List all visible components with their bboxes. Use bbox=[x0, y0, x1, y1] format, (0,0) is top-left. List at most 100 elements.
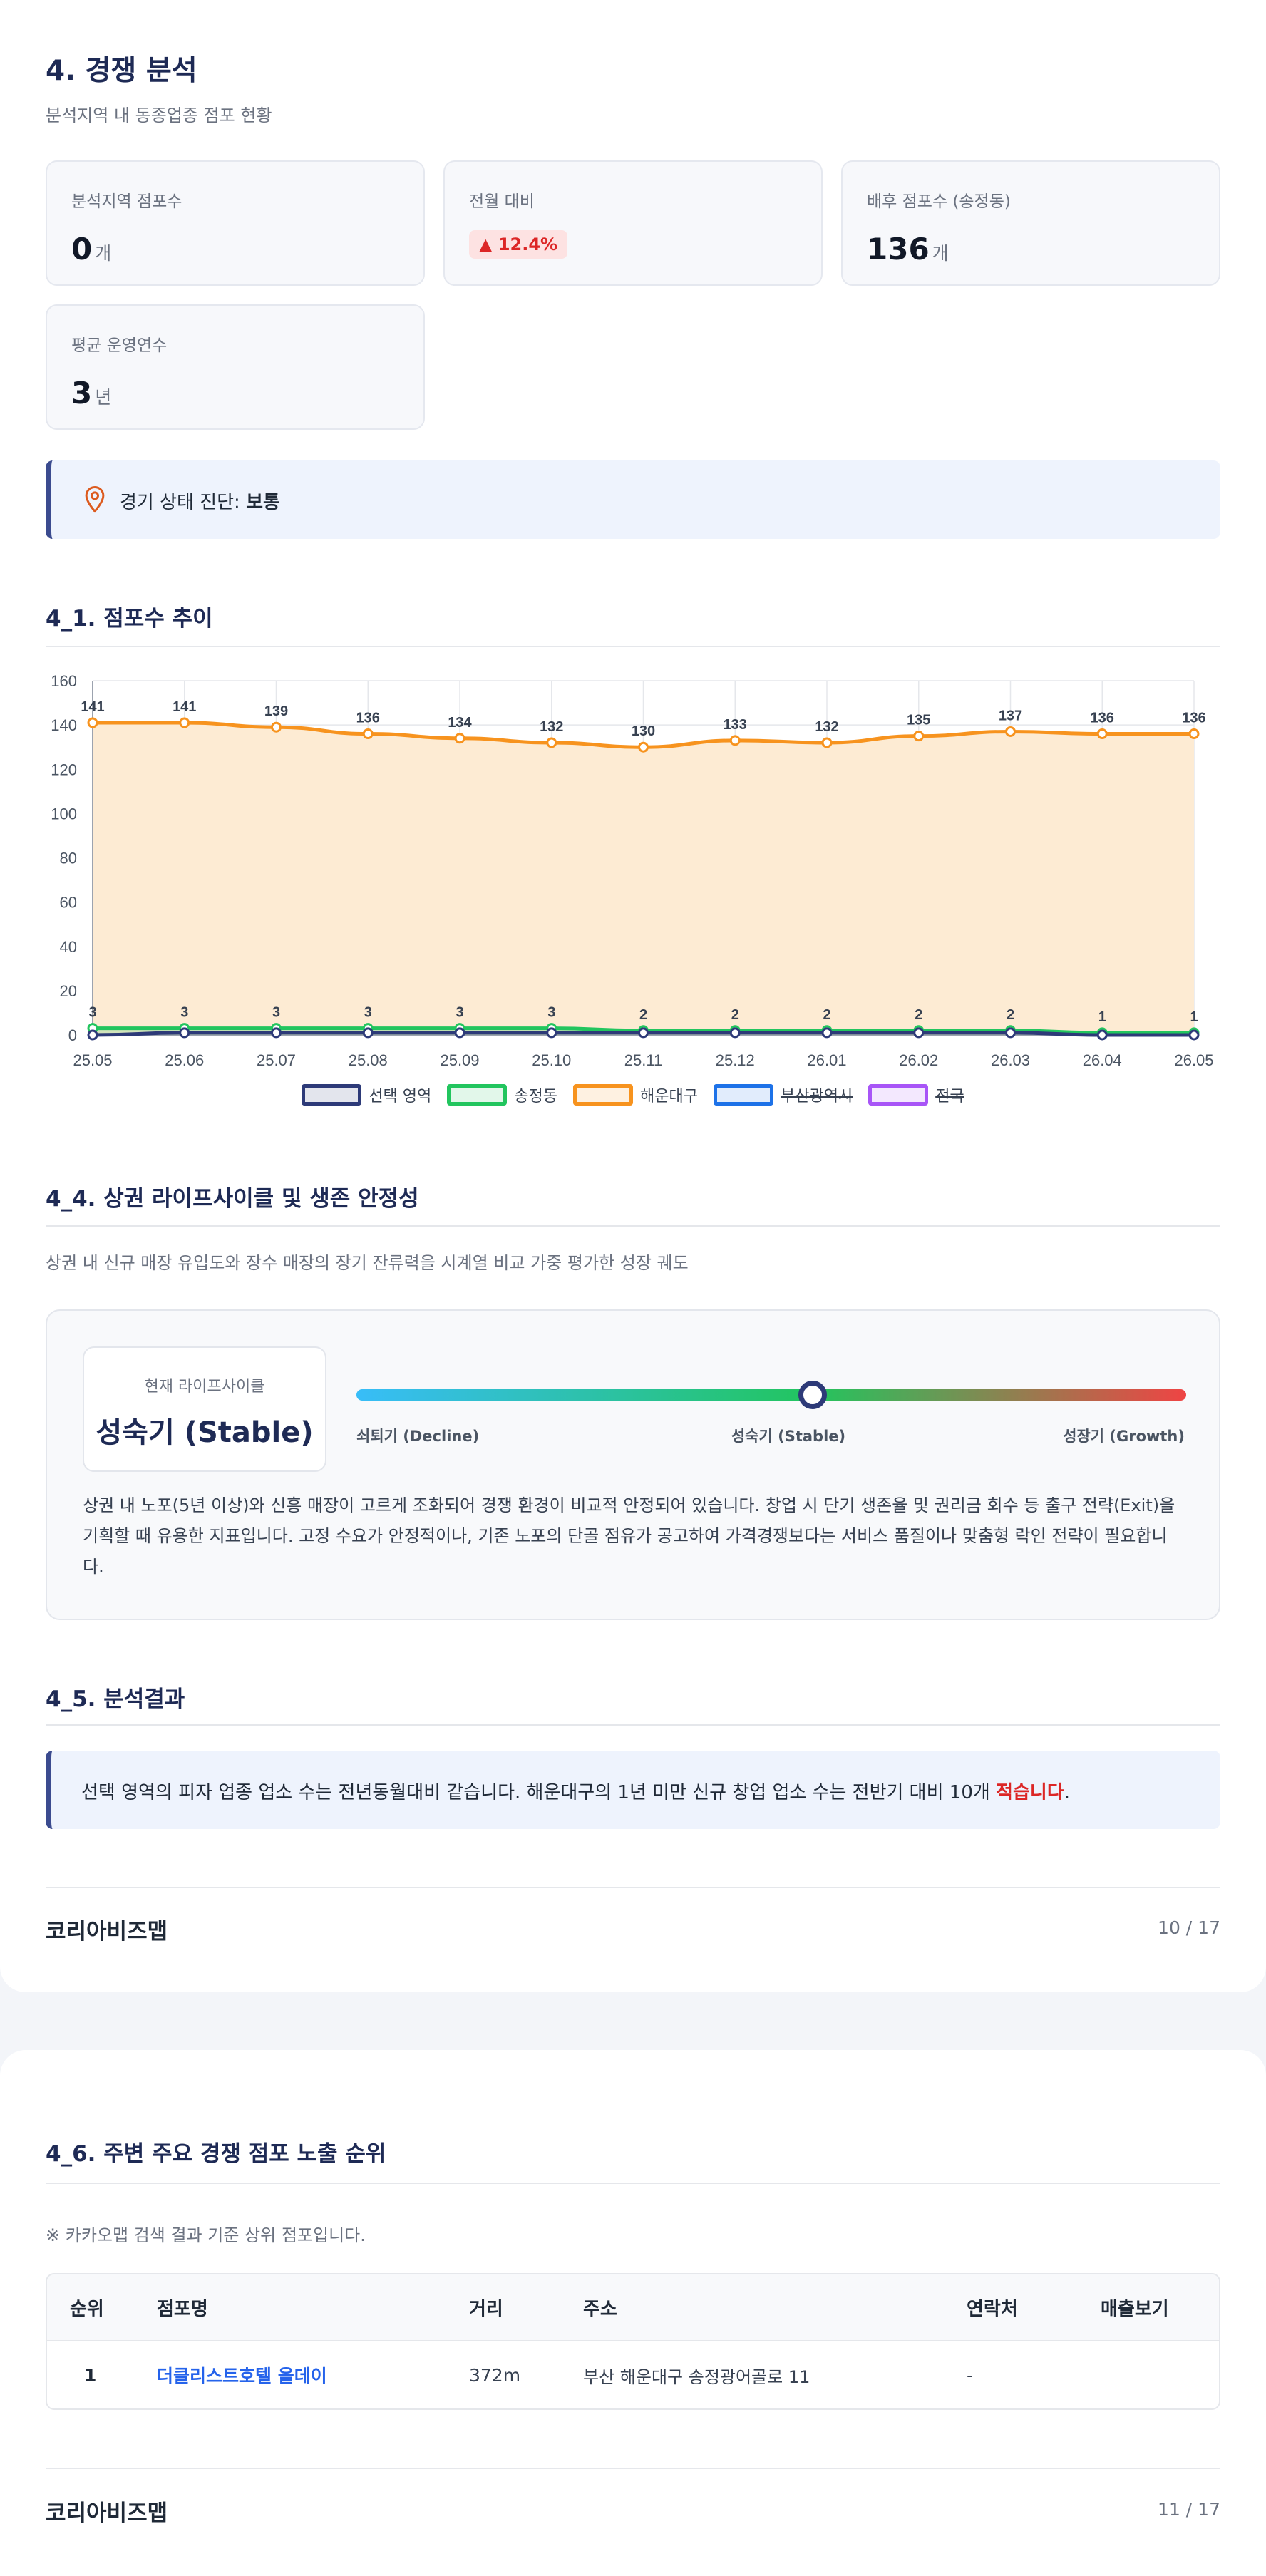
table-header-row: 순위 점포명 거리 주소 연락처 매출보기 bbox=[47, 2274, 1219, 2341]
legend-item[interactable]: 해운대구 bbox=[573, 1083, 698, 1106]
data-label: 1 bbox=[1190, 1009, 1198, 1025]
data-label: 3 bbox=[456, 1005, 463, 1021]
data-point bbox=[271, 1027, 282, 1039]
data-label: 132 bbox=[540, 719, 563, 735]
current-lifecycle-label: 현재 라이프사이클 bbox=[144, 1378, 265, 1396]
lifecycle-description: 상권 내 노포(5년 이상)와 신흥 매장이 고르게 조화되어 경쟁 환경이 비… bbox=[83, 1495, 1175, 1577]
data-label: 136 bbox=[356, 711, 380, 726]
change-badge: ▲ 12.4% bbox=[469, 230, 568, 259]
col-phone: 연락처 bbox=[967, 2274, 1101, 2341]
kpi-label: 분석지역 점포수 bbox=[71, 192, 182, 211]
col-rank: 순위 bbox=[47, 2274, 157, 2341]
data-label: 136 bbox=[1091, 711, 1114, 726]
data-label: 136 bbox=[1182, 711, 1205, 726]
footer-divider bbox=[46, 2468, 1220, 2469]
data-label: 2 bbox=[915, 1007, 922, 1023]
rank-note: ※ 카카오맵 검색 결과 기준 상위 점포입니다. bbox=[46, 2225, 366, 2245]
legend-swatch bbox=[713, 1084, 773, 1106]
chart-legend: 선택 영역 송정동 해운대구 부산광역시 전국 bbox=[0, 1083, 1266, 1106]
lifecycle-title: 4_4. 상권 라이프사이클 및 생존 안정성 bbox=[46, 1186, 419, 1212]
col-sales: 매출보기 bbox=[1101, 2274, 1219, 2341]
data-point bbox=[546, 1027, 557, 1039]
x-tick-label: 26.03 bbox=[991, 1051, 1030, 1069]
x-tick-label: 25.05 bbox=[73, 1051, 112, 1069]
x-tick-label: 26.05 bbox=[1174, 1051, 1213, 1069]
lifecycle-gradient-bar bbox=[356, 1389, 1186, 1401]
lifecycle-subtitle: 상권 내 신규 매장 유입도와 장수 매장의 장기 잔류력을 시계열 비교 가중… bbox=[46, 1253, 689, 1273]
divider bbox=[46, 1225, 1220, 1227]
x-tick-label: 25.07 bbox=[257, 1051, 296, 1069]
data-point bbox=[638, 1027, 649, 1039]
y-tick-label: 60 bbox=[60, 894, 77, 912]
data-point bbox=[454, 1027, 465, 1039]
x-tick-label: 25.12 bbox=[716, 1051, 755, 1069]
kpi-label: 전월 대비 bbox=[469, 192, 535, 211]
current-lifecycle-card: 현재 라이프사이클 성숙기 (Stable) bbox=[83, 1346, 326, 1472]
data-point bbox=[1096, 728, 1108, 740]
data-point bbox=[729, 735, 741, 746]
trend-title: 4_1. 점포수 추이 bbox=[46, 606, 213, 632]
data-label: 133 bbox=[724, 717, 747, 733]
legend-item[interactable]: 전국 bbox=[868, 1083, 964, 1106]
legend-item[interactable]: 부산광역시 bbox=[713, 1083, 853, 1106]
kpi-value: 136 개 bbox=[867, 232, 949, 267]
page-number: 10 / 17 bbox=[1158, 1917, 1220, 1938]
data-label: 1 bbox=[1098, 1009, 1106, 1025]
result-callout: 선택 영역의 피자 업종 업소 수는 전년동월대비 같습니다. 해운대구의 1년… bbox=[46, 1751, 1220, 1829]
legend-swatch bbox=[573, 1084, 634, 1106]
y-tick-label: 20 bbox=[60, 982, 77, 1000]
page-number: 11 / 17 bbox=[1158, 2499, 1220, 2520]
location-pin-icon bbox=[85, 486, 105, 513]
data-label: 137 bbox=[999, 708, 1022, 723]
data-point bbox=[179, 717, 190, 728]
distance-cell: 372m bbox=[469, 2364, 521, 2386]
data-label: 2 bbox=[1007, 1007, 1014, 1023]
scale-label-decline: 쇠퇴기 (Decline) bbox=[356, 1428, 480, 1445]
data-point bbox=[913, 1027, 925, 1039]
table-row: 1 더클리스트호텔 올데이 372m 부산 해운대구 송정광어골로 11 - bbox=[47, 2341, 1219, 2408]
data-point bbox=[821, 737, 833, 748]
legend-item[interactable]: 송정동 bbox=[447, 1083, 557, 1106]
data-point bbox=[87, 1029, 98, 1041]
data-point bbox=[1005, 726, 1016, 737]
store-name-link[interactable]: 더클리스트호텔 올데이 bbox=[157, 2366, 327, 2386]
data-label: 2 bbox=[639, 1007, 647, 1023]
kpi-card-mom-change: 전월 대비 ▲ 12.4% bbox=[443, 160, 823, 286]
data-point bbox=[454, 733, 465, 744]
sales-view-cell[interactable] bbox=[1101, 2341, 1219, 2408]
y-tick-label: 160 bbox=[51, 672, 77, 690]
divider bbox=[46, 2183, 1220, 2184]
data-point bbox=[1188, 1029, 1200, 1041]
data-point bbox=[546, 737, 557, 748]
competitor-rank-table: 순위 점포명 거리 주소 연락처 매출보기 1 더클리스트호텔 올데이 372m… bbox=[46, 2273, 1220, 2410]
data-point bbox=[1005, 1027, 1016, 1039]
data-label: 134 bbox=[448, 715, 472, 731]
legend-item[interactable]: 선택 영역 bbox=[302, 1083, 431, 1106]
section-subtitle: 분석지역 내 동종업종 점포 현황 bbox=[46, 105, 272, 125]
footer-divider bbox=[46, 1887, 1220, 1888]
legend-label: 송정동 bbox=[514, 1088, 558, 1106]
legend-swatch bbox=[447, 1084, 508, 1106]
phone-cell: - bbox=[967, 2364, 974, 2386]
col-distance: 거리 bbox=[469, 2274, 583, 2341]
data-point bbox=[638, 741, 649, 753]
x-tick-label: 25.10 bbox=[532, 1051, 571, 1069]
diagnosis-text: 경기 상태 진단: 보통 bbox=[120, 492, 280, 513]
data-label: 139 bbox=[264, 704, 288, 719]
address-cell: 부산 해운대구 송정광어골로 11 bbox=[583, 2366, 810, 2387]
data-point bbox=[362, 728, 374, 740]
legend-label: 해운대구 bbox=[640, 1088, 698, 1106]
kpi-card-background-stores: 배후 점포수 (송정동) 136 개 bbox=[841, 160, 1220, 286]
x-tick-label: 26.02 bbox=[899, 1051, 938, 1069]
result-text: 선택 영역의 피자 업종 업소 수는 전년동월대비 같습니다. 해운대구의 1년… bbox=[81, 1782, 1071, 1803]
data-point bbox=[729, 1027, 741, 1039]
data-label: 2 bbox=[823, 1007, 830, 1023]
col-store-name: 점포명 bbox=[157, 2274, 469, 2341]
series-area-해운대구 bbox=[93, 723, 1194, 1035]
x-tick-label: 25.06 bbox=[165, 1051, 204, 1069]
x-tick-label: 26.01 bbox=[807, 1051, 846, 1069]
legend-swatch bbox=[302, 1084, 362, 1106]
